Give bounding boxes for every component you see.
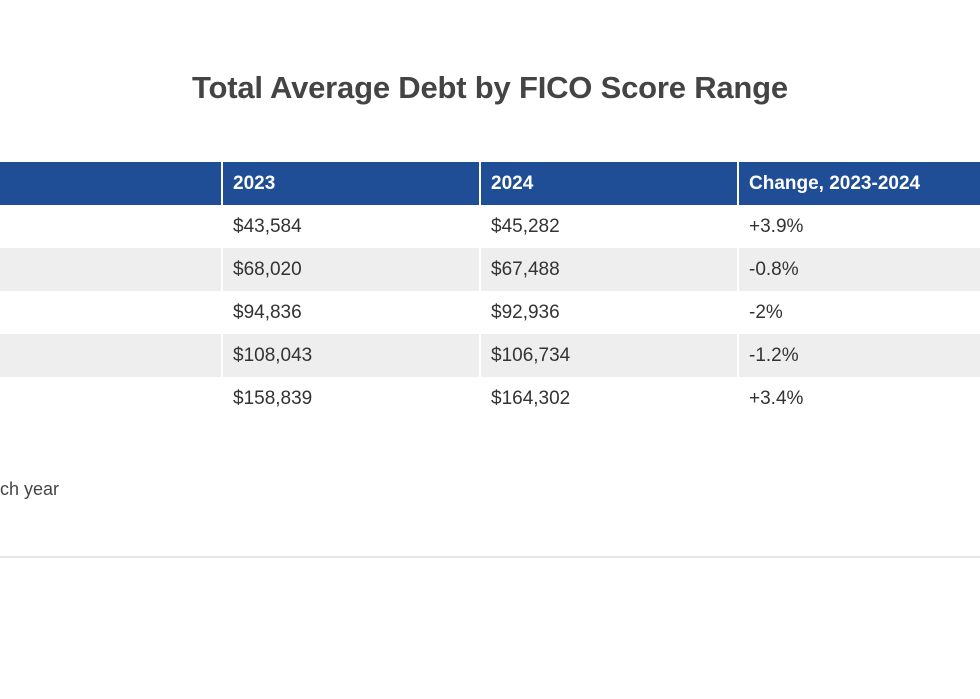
table-cell-2023: $68,020 — [222, 248, 481, 291]
footnote-text: ch year — [0, 479, 60, 499]
table-row: $94,836 $92,936 -2% — [0, 291, 980, 334]
table-cell-range — [0, 334, 223, 377]
table-row: $43,584 $45,282 +3.9% — [0, 205, 980, 248]
header-cell-2023: 2023 — [222, 162, 481, 205]
table-cell-change: -2% — [738, 291, 980, 334]
table-cell-2023: $43,584 — [222, 205, 481, 248]
table-cell-2023: $158,839 — [222, 377, 481, 420]
table-header-row: 2023 2024 Change, 2023-2024 — [0, 162, 980, 205]
table-cell-2024: $92,936 — [480, 291, 739, 334]
table-cell-change: -0.8% — [738, 248, 980, 291]
table-cell-2023: $94,836 — [222, 291, 481, 334]
table-cell-2024: $106,734 — [480, 334, 739, 377]
table-cell-2024: $45,282 — [480, 205, 739, 248]
table-cell-change: +3.4% — [738, 377, 980, 420]
table-cell-2024: $67,488 — [480, 248, 739, 291]
header-cell-2024: 2024 — [480, 162, 739, 205]
table-cell-range — [0, 205, 223, 248]
header-cell-change: Change, 2023-2024 — [738, 162, 980, 205]
table-cell-range — [0, 377, 223, 420]
table-row: $158,839 $164,302 +3.4% — [0, 377, 980, 420]
chart-title: Total Average Debt by FICO Score Range — [192, 70, 788, 105]
debt-table: 2023 2024 Change, 2023-2024 $43,584 $45,… — [0, 162, 980, 420]
table-cell-change: -1.2% — [738, 334, 980, 377]
divider-line — [0, 556, 980, 558]
table-cell-range — [0, 291, 223, 334]
table-row: $108,043 $106,734 -1.2% — [0, 334, 980, 377]
debt-table-container: 2023 2024 Change, 2023-2024 $43,584 $45,… — [0, 162, 980, 420]
table-cell-2024: $164,302 — [480, 377, 739, 420]
table-row: $68,020 $67,488 -0.8% — [0, 248, 980, 291]
header-cell-range — [0, 162, 223, 205]
table-cell-2023: $108,043 — [222, 334, 481, 377]
table-cell-range — [0, 248, 223, 291]
table-cell-change: +3.9% — [738, 205, 980, 248]
